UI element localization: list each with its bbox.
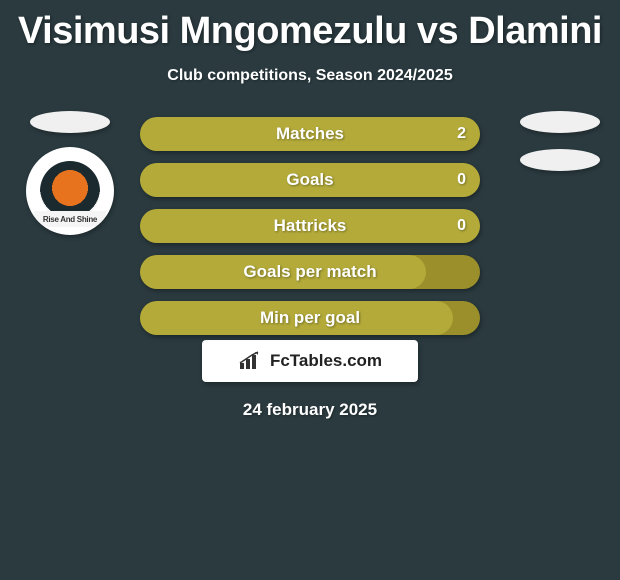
player-right-oval-2 (520, 149, 600, 171)
stat-bar-label: Hattricks (140, 216, 480, 236)
stat-bar-label: Min per goal (140, 308, 480, 328)
player-left-column: Rise And Shine (20, 111, 120, 235)
crest-banner-text: Rise And Shine (34, 211, 106, 227)
player-left-oval (30, 111, 110, 133)
stat-bar-row: Matches2 (140, 117, 480, 151)
player-left-crest: Rise And Shine (26, 147, 114, 235)
stat-bar-value-right: 0 (457, 171, 466, 189)
stat-bar-label: Matches (140, 124, 480, 144)
stat-bar-label: Goals per match (140, 262, 480, 282)
stats-chart: Rise And Shine Matches2Goals0Hattricks0G… (0, 117, 620, 332)
page-title: Visimusi Mngomezulu vs Dlamini (0, 0, 620, 53)
stat-bars-container: Matches2Goals0Hattricks0Goals per matchM… (140, 117, 480, 347)
branding-text: FcTables.com (270, 351, 382, 371)
page-subtitle: Club competitions, Season 2024/2025 (0, 67, 620, 85)
stat-bar-row: Goals per match (140, 255, 480, 289)
stat-bar-value-right: 0 (457, 217, 466, 235)
footer-date: 24 february 2025 (0, 400, 620, 420)
bar-chart-icon (238, 351, 266, 371)
stat-bar-row: Goals0 (140, 163, 480, 197)
stat-bar-row: Min per goal (140, 301, 480, 335)
player-right-column (510, 111, 610, 185)
player-right-oval-1 (520, 111, 600, 133)
stat-bar-label: Goals (140, 170, 480, 190)
stat-bar-value-right: 2 (457, 125, 466, 143)
stat-bar-row: Hattricks0 (140, 209, 480, 243)
